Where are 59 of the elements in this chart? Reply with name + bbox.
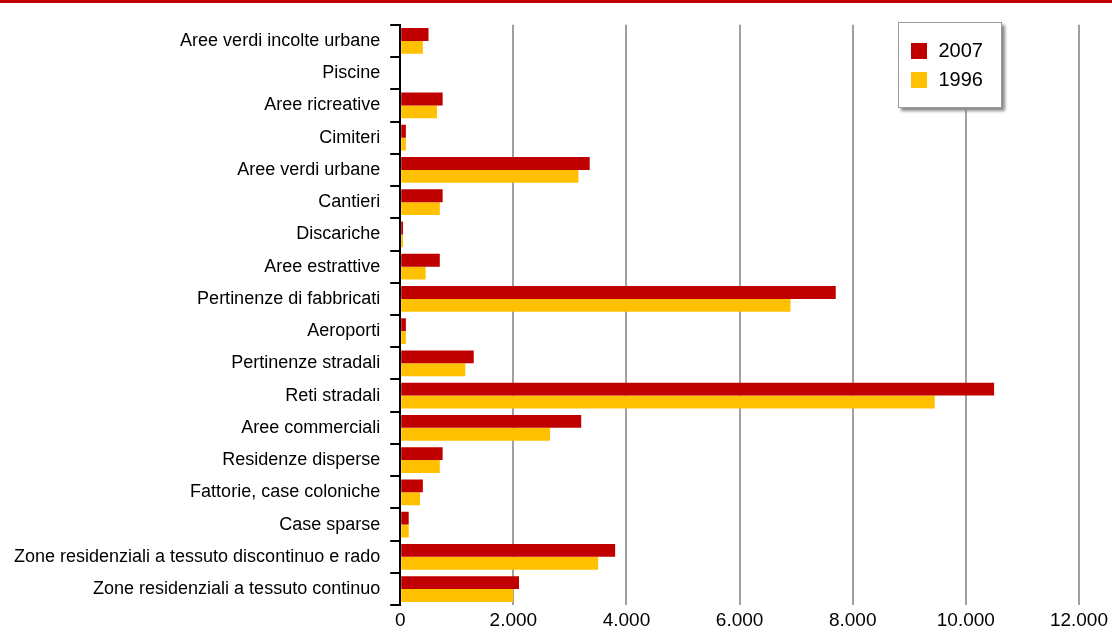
bar <box>401 157 590 170</box>
bar <box>401 350 474 364</box>
bar <box>401 28 429 41</box>
x-tick-label: 4.000 <box>602 608 651 630</box>
y-tick-label: Aree verdi urbane <box>237 158 381 179</box>
bar <box>401 318 406 332</box>
y-tick-label: Zone residenziali a tessuto continuo <box>93 578 381 599</box>
bar <box>401 524 409 538</box>
bar <box>401 40 423 54</box>
legend-label: 2007 <box>938 39 983 62</box>
x-tick-label: 6.000 <box>715 608 764 630</box>
y-tick-label: Aree commerciali <box>241 416 381 437</box>
bar <box>401 395 935 409</box>
x-tick-label: 8.000 <box>828 608 877 630</box>
bar <box>401 479 423 493</box>
y-tick-label: Aree verdi incolte urbane <box>180 29 381 50</box>
legend-label: 1996 <box>938 68 983 91</box>
bar <box>401 382 995 396</box>
y-tick-label: Aree estrattive <box>264 255 381 276</box>
bar <box>401 543 616 557</box>
y-tick-label: Cimiteri <box>319 126 381 147</box>
bar <box>401 285 836 299</box>
x-tick-label: 10.000 <box>936 608 995 630</box>
y-tick-label: Aeroporti <box>307 320 381 341</box>
bar <box>401 169 579 183</box>
bar <box>401 266 426 280</box>
bar <box>401 189 443 203</box>
bar <box>401 363 466 377</box>
bar <box>401 298 791 312</box>
bar <box>401 137 406 151</box>
y-tick-label: Cantieri <box>318 191 381 212</box>
bar <box>401 427 551 441</box>
y-tick-label: Zone residenziali a tessuto discontinuo e rado <box>13 545 381 566</box>
y-tick-label: Piscine <box>322 62 381 83</box>
y-tick-label: Discariche <box>296 223 381 244</box>
bar <box>401 124 406 138</box>
bar <box>401 447 443 461</box>
y-tick-label: Residenze disperse <box>222 449 381 470</box>
y-tick-label: Case sparse <box>279 513 381 534</box>
x-tick-label: 12.000 <box>1049 608 1109 630</box>
bar <box>401 460 440 473</box>
y-tick-label: Fattorie, case coloniche <box>190 481 381 502</box>
bar <box>401 105 437 119</box>
bar <box>401 202 440 216</box>
y-tick-label: Aree ricreative <box>264 94 381 115</box>
bar <box>401 511 409 525</box>
x-tick-label: 0 <box>394 608 406 630</box>
bar <box>401 331 406 345</box>
bar <box>401 492 421 506</box>
y-tick-label: Pertinenze di fabbricati <box>197 287 381 308</box>
y-tick-label: Reti stradali <box>285 384 381 405</box>
bar <box>401 556 599 570</box>
bar <box>401 576 519 590</box>
bar <box>401 414 582 428</box>
x-tick-label: 2.000 <box>489 608 538 630</box>
bar <box>401 589 514 602</box>
y-tick-label: Pertinenze stradali <box>231 352 381 373</box>
bar <box>401 92 443 106</box>
bar <box>401 253 440 267</box>
